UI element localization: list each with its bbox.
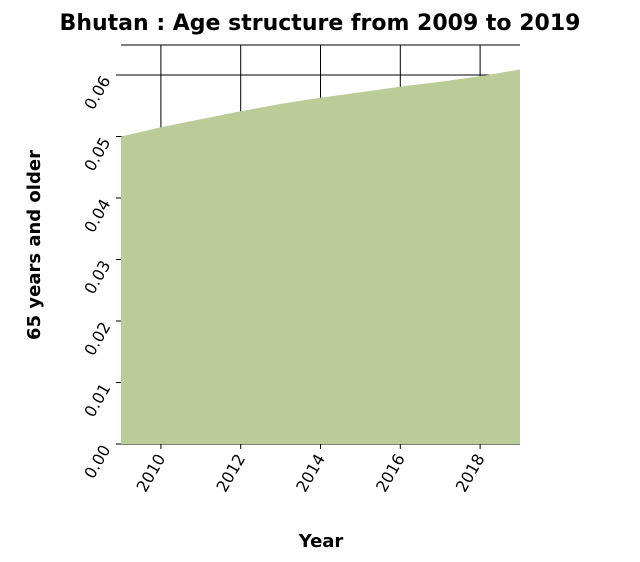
y-tick-label: 0.00 xyxy=(80,442,114,482)
y-tick-label: 0.05 xyxy=(80,134,114,174)
y-tick-label: 0.03 xyxy=(80,257,114,297)
x-axis-label: Year xyxy=(298,531,344,552)
x-tick-label: 2016 xyxy=(372,451,409,496)
y-tick-label: 0.01 xyxy=(80,380,114,420)
x-tick-label: 2012 xyxy=(212,451,249,496)
y-tick-label: 0.04 xyxy=(80,196,114,236)
chart-title: Bhutan : Age structure from 2009 to 2019 xyxy=(60,11,581,36)
area-series xyxy=(121,69,520,444)
x-tick-label: 2010 xyxy=(133,451,170,496)
x-tick-label: 2018 xyxy=(452,451,489,496)
y-axis-label: 65 years and older xyxy=(24,150,45,340)
y-tick-label: 0.02 xyxy=(80,319,114,359)
y-tick-label: 0.06 xyxy=(80,73,114,113)
plot-area xyxy=(121,69,520,444)
x-tick-label: 2014 xyxy=(292,451,329,496)
